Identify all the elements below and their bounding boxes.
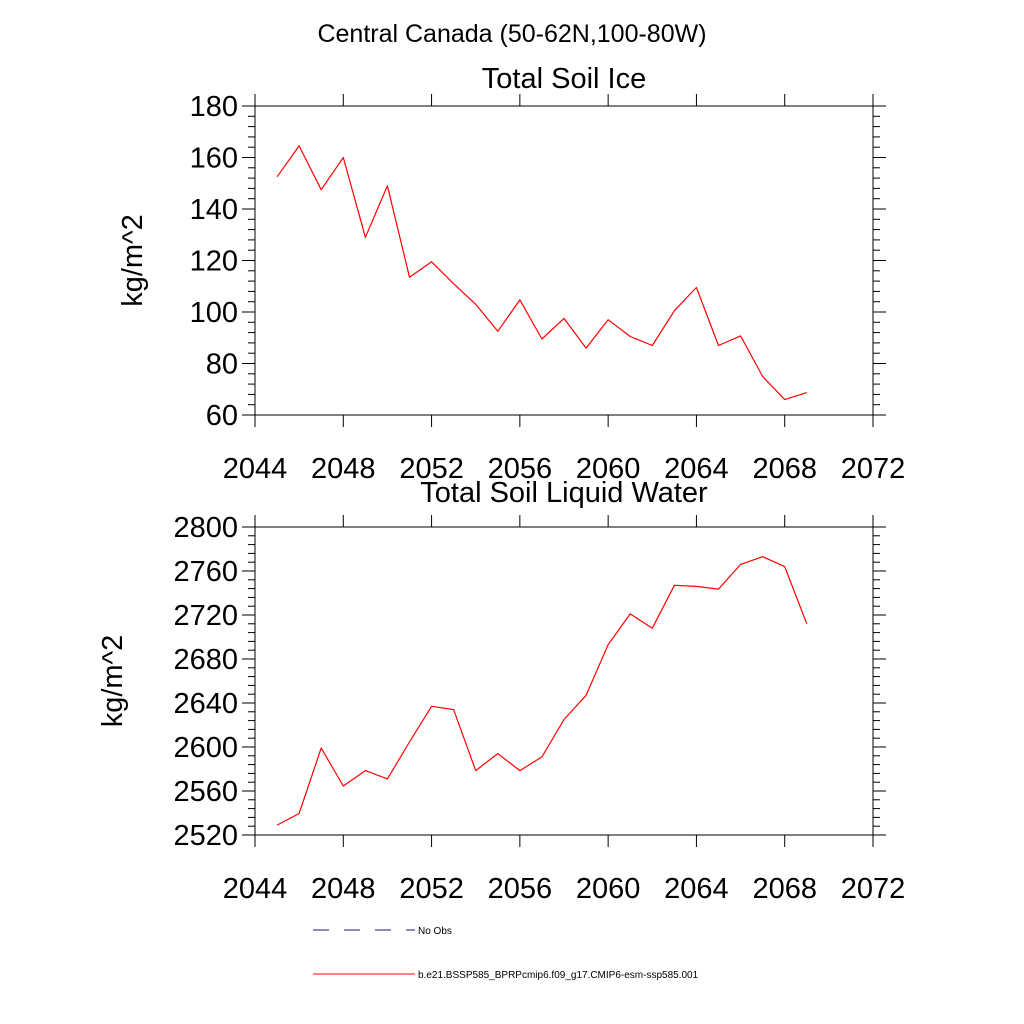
x-tick-label: 2044 — [223, 873, 288, 905]
x-tick-label: 2068 — [752, 873, 817, 905]
figure-title: Central Canada (50-62N,100-80W) — [317, 20, 706, 48]
x-tick-label: 2064 — [664, 453, 729, 485]
y-tick-label: 2640 — [173, 688, 238, 720]
legend-label-no-obs: No Obs — [418, 926, 452, 937]
chart-title: Total Soil Liquid Water — [420, 477, 708, 509]
y-axis-label: kg/m^2 — [117, 214, 149, 307]
legend-label-model: b.e21.BSSP585_BPRPcmip6.f09_g17.CMIP6-es… — [418, 970, 699, 981]
series-line-0 — [276, 556, 808, 826]
y-tick-label: 180 — [190, 91, 238, 123]
y-tick-label: 2720 — [173, 600, 238, 632]
y-tick-label: 80 — [206, 349, 238, 381]
y-tick-label: 2760 — [173, 556, 238, 588]
x-tick-label: 2072 — [841, 873, 906, 905]
x-tick-label: 2048 — [311, 453, 376, 485]
x-tick-label: 2072 — [841, 453, 906, 485]
y-tick-label: 120 — [190, 246, 238, 278]
series-line-0 — [276, 145, 807, 401]
y-tick-label: 100 — [190, 297, 238, 329]
legend: No Obs b.e21.BSSP585_BPRPcmip6.f09_g17.C… — [313, 926, 699, 981]
y-tick-label: 160 — [190, 143, 238, 175]
x-tick-label: 2064 — [664, 873, 729, 905]
y-tick-label: 2520 — [173, 820, 238, 852]
x-tick-label: 2056 — [488, 453, 553, 485]
chart-total-soil-liquid-water: Total Soil Liquid Water kg/m^2 2044 2048 205… — [97, 477, 905, 905]
chart-total-soil-ice: Total Soil Ice kg/m^2 2044 2048 2052 2056 2060… — [117, 63, 905, 485]
y-tick-label: 2600 — [173, 732, 238, 764]
x-tick-label: 2044 — [223, 453, 288, 485]
plot-frame — [254, 526, 874, 836]
x-tick-label: 2052 — [399, 873, 464, 905]
x-tick-label: 2056 — [488, 873, 553, 905]
y-tick-label: 60 — [206, 400, 238, 432]
x-tick-label: 2068 — [752, 453, 817, 485]
y-tick-label: 2680 — [173, 644, 238, 676]
y-tick-label: 2800 — [173, 512, 238, 544]
chart-title: Total Soil Ice — [482, 63, 646, 95]
x-tick-label: 2060 — [576, 453, 641, 485]
y-axis-label: kg/m^2 — [97, 635, 129, 728]
x-tick-label: 2052 — [399, 453, 464, 485]
y-tick-label: 140 — [190, 194, 238, 226]
y-tick-label: 2560 — [173, 776, 238, 808]
x-tick-label: 2060 — [576, 873, 641, 905]
x-tick-label: 2048 — [311, 873, 376, 905]
